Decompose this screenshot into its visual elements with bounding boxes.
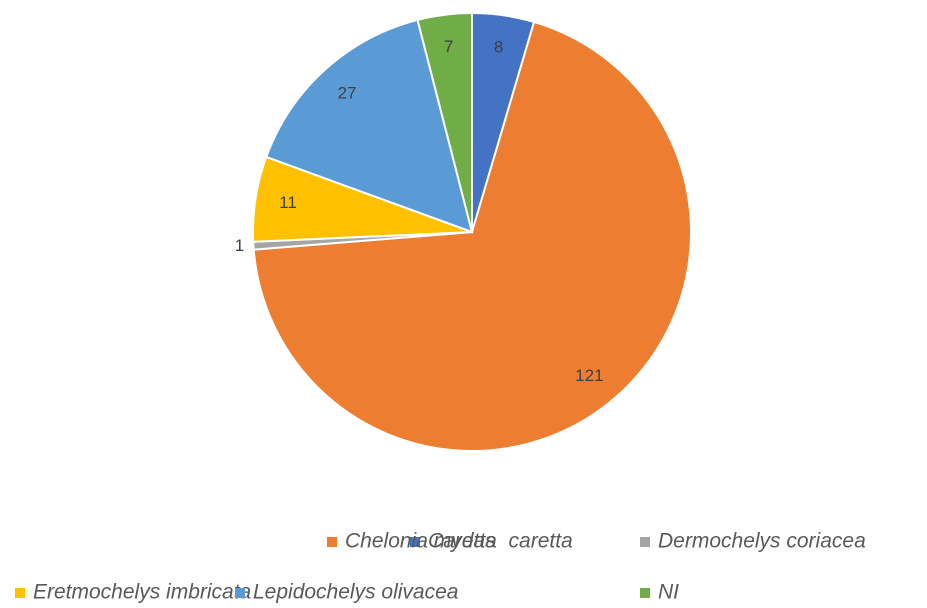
legend-marker — [235, 588, 245, 598]
legend-marker — [640, 537, 650, 547]
legend-marker — [410, 537, 420, 547]
pie-slice — [416, 11, 473, 233]
pie-slice — [252, 20, 692, 452]
legend-label: Dermochelys coriacea — [658, 530, 866, 553]
legend-label: Eretmochelys imbricata — [33, 581, 251, 604]
data-label: 27 — [338, 84, 357, 103]
pie-slice — [264, 18, 474, 234]
legend-marker — [15, 588, 25, 598]
legend-label: NI — [658, 581, 679, 604]
data-label: 7 — [444, 37, 453, 56]
data-label: 1 — [235, 236, 244, 255]
legend-label: Caretta caretta — [428, 530, 573, 553]
data-label: 11 — [279, 193, 297, 212]
legend-marker — [640, 588, 650, 598]
legend-marker — [327, 537, 337, 547]
legend-label: Lepidochelys olivacea — [253, 581, 458, 604]
data-label: 121 — [575, 366, 603, 385]
legend-label: Chelonia mydas — [345, 530, 496, 553]
data-label: 8 — [494, 37, 503, 56]
